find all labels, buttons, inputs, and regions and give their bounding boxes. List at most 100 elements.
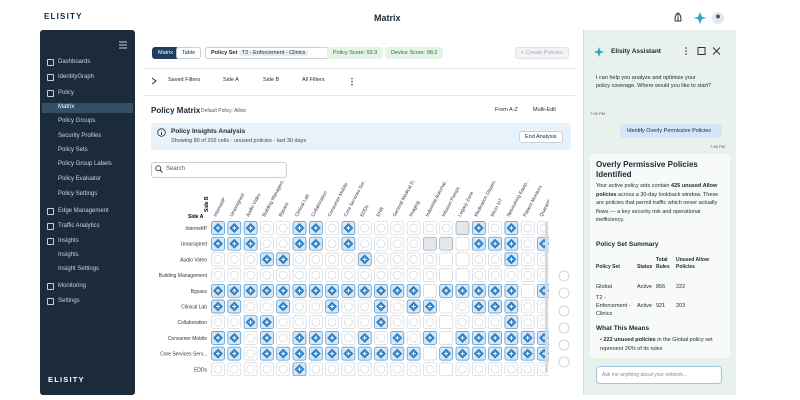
matrix-cell[interactable] [292,362,307,376]
matrix-cell[interactable] [357,331,372,345]
matrix-cell[interactable] [390,268,405,282]
matrix-cell[interactable] [211,252,225,267]
matrix-cell[interactable] [471,252,486,267]
matrix-cell[interactable] [488,236,502,251]
matrix-cell[interactable] [455,362,470,376]
matrix-cell[interactable] [308,268,323,282]
matrix-cell[interactable] [276,236,291,251]
matrix-cell[interactable] [227,346,242,361]
matrix-cell[interactable] [471,331,486,345]
matrix-cell[interactable] [374,315,388,330]
matrix-cell[interactable] [537,236,551,251]
matrix-cell[interactable] [292,236,307,251]
matrix-cell[interactable] [357,362,372,376]
matrix-cell[interactable] [423,268,437,282]
matrix-cell[interactable] [471,346,486,361]
matrix-cell[interactable] [390,299,405,314]
sidebar-item[interactable]: Policy [58,90,75,96]
matrix-cell[interactable] [276,346,291,361]
matrix-cell[interactable] [390,283,405,298]
matrix-cell[interactable] [308,331,323,345]
matrix-cell[interactable] [243,236,258,251]
matrix-cell[interactable] [341,236,356,251]
matrix-cell[interactable] [341,346,356,361]
matrix-cell[interactable] [292,283,307,298]
matrix-cell[interactable] [308,299,323,314]
matrix-cell[interactable] [488,268,502,282]
matrix-cell[interactable] [341,221,356,235]
matrix-cell[interactable] [488,362,502,376]
filter[interactable]: Side A [218,75,244,85]
matrix-cell[interactable] [374,362,388,376]
matrix-cell[interactable] [211,236,225,251]
matrix-cell[interactable] [325,236,339,251]
matrix-cell[interactable] [439,362,453,376]
sort[interactable]: From A-Z [495,107,518,113]
matrix-cell[interactable] [325,221,339,235]
assistant-controls[interactable] [682,46,724,57]
matrix-cell[interactable] [406,315,421,330]
matrix-cell[interactable] [276,315,291,330]
matrix-cell[interactable] [243,299,258,314]
sidebar-item[interactable]: Policy Evaluator [58,176,102,182]
matrix-cell[interactable] [504,268,519,282]
matrix-cell[interactable] [260,252,274,267]
sidebar-item[interactable]: Policy Settings [58,191,98,197]
matrix-cell[interactable] [260,268,274,282]
matrix-cell[interactable] [325,331,339,345]
matrix-cell[interactable] [406,221,421,235]
matrix-cell[interactable] [504,236,519,251]
matrix-cell[interactable] [520,362,535,376]
matrix-cell[interactable] [537,252,551,267]
matrix-cell[interactable] [325,299,339,314]
matrix-cell[interactable] [276,299,291,314]
matrix-cell[interactable] [423,283,437,298]
matrix-cell[interactable] [504,299,519,314]
matrix-cell[interactable] [504,346,519,361]
matrix-cell[interactable] [504,331,519,345]
matrix-cell[interactable] [455,346,470,361]
matrix-cell[interactable] [243,268,258,282]
matrix-cell[interactable] [520,315,535,330]
matrix-cell[interactable] [390,331,405,345]
sidebar-item[interactable]: Policy Groups [58,118,96,124]
matrix-cell[interactable] [537,315,551,329]
matrix-cell[interactable] [374,331,388,345]
matrix-cell[interactable] [406,252,421,267]
matrix-cell[interactable] [488,299,502,314]
matrix-cell[interactable] [325,283,339,298]
matrix-cell[interactable] [406,331,421,345]
matrix-cell[interactable] [227,299,242,314]
matrix-cell[interactable] [455,331,470,345]
matrix-cell[interactable] [537,346,551,361]
matrix-cell[interactable] [406,268,421,282]
matrix-cell[interactable] [471,283,486,298]
sidebar-item[interactable]: Settings [58,298,80,304]
matrix-cell[interactable] [488,315,502,330]
matrix-cell[interactable] [439,221,454,235]
matrix-cell[interactable] [455,221,470,235]
matrix-cell[interactable] [504,252,519,267]
matrix-cell[interactable] [325,362,339,376]
matrix-cell[interactable] [308,221,323,235]
matrix-cell[interactable] [537,268,551,282]
matrix-cell[interactable] [439,268,454,282]
matrix-cell[interactable] [423,315,437,330]
matrix-cell[interactable] [439,252,454,267]
scrollbar[interactable] [545,222,548,372]
matrix-cell[interactable] [488,346,502,361]
matrix-cell[interactable] [260,221,274,235]
matrix-cell[interactable] [455,283,470,298]
matrix-cell[interactable] [439,346,454,361]
matrix-cell[interactable] [357,252,372,267]
matrix-cell[interactable] [488,252,502,267]
matrix-cell[interactable] [406,283,421,298]
sidebar-item[interactable]: Security Profiles [58,133,102,139]
matrix-cell[interactable] [292,331,307,345]
matrix-cell[interactable] [390,221,405,235]
matrix-cell[interactable] [455,268,470,282]
matrix-cell[interactable] [520,268,535,282]
matrix-cell[interactable] [211,283,225,298]
matrix-cell[interactable] [243,331,258,345]
matrix-cell[interactable] [325,346,339,361]
